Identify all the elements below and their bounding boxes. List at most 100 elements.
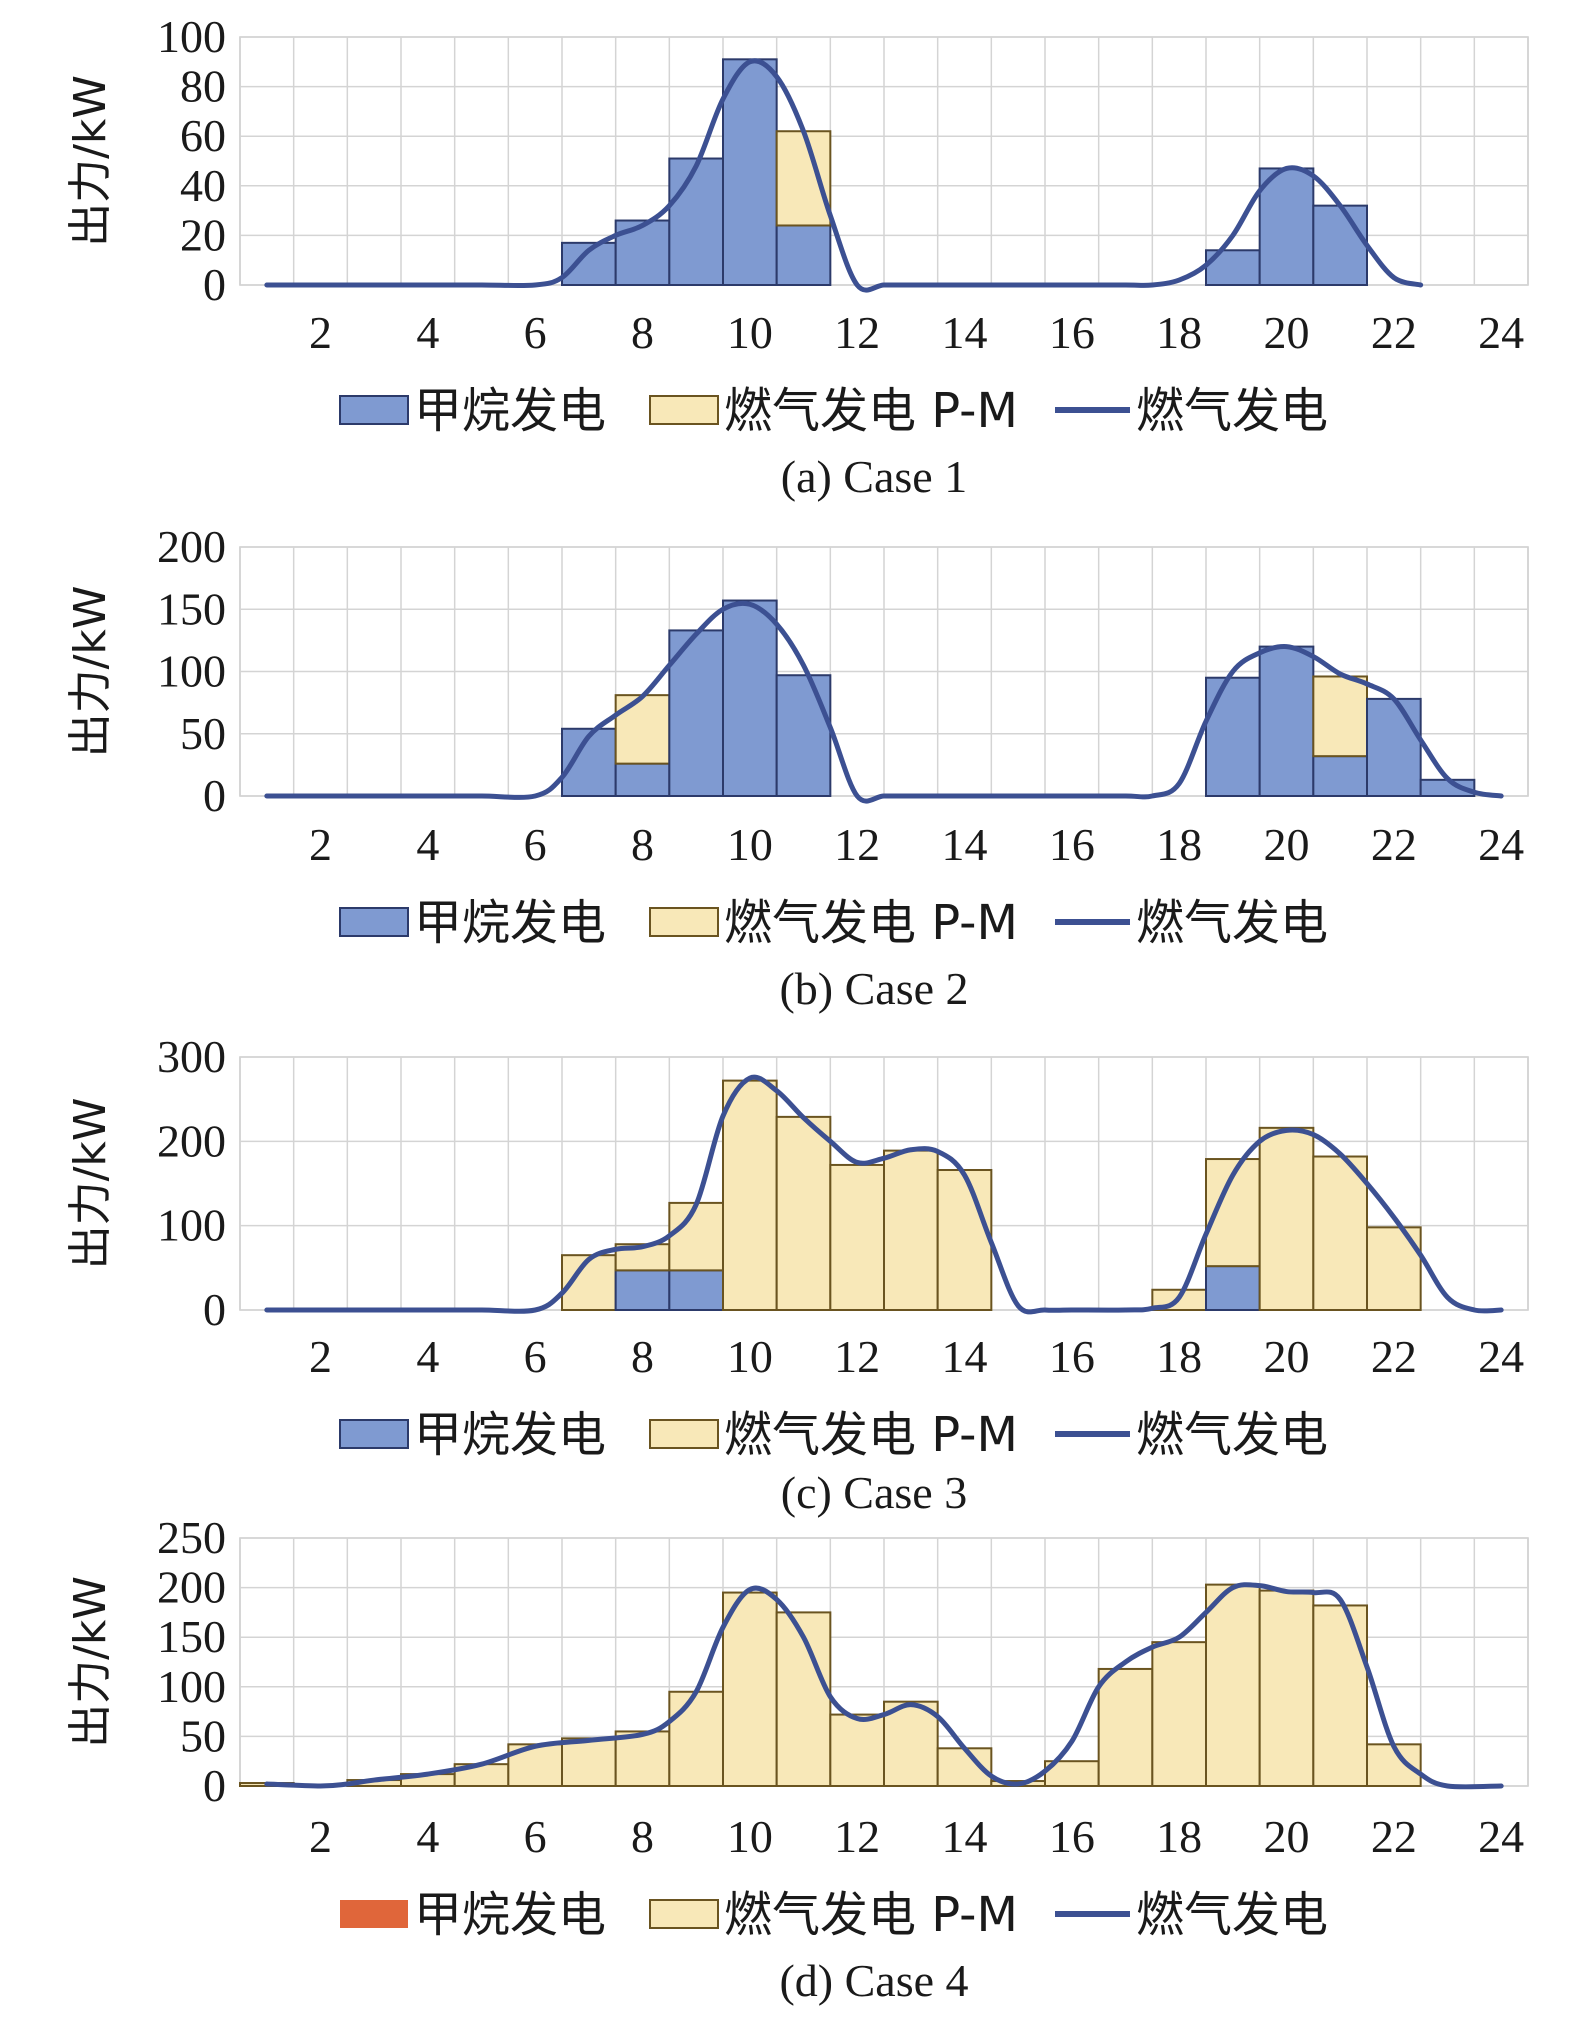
x-tick-label: 16 xyxy=(1049,1811,1095,1862)
y-axis-label: 出力/kW xyxy=(65,1576,116,1748)
x-tick-label: 8 xyxy=(631,1811,654,1862)
y-axis-label: 出力/kW xyxy=(65,75,116,247)
legend-label-gas-pm: 燃气发电 P-M xyxy=(724,1887,1018,1943)
x-tick-label: 24 xyxy=(1478,307,1524,358)
bar-methane xyxy=(1366,697,1422,798)
y-tick-label: 150 xyxy=(157,583,226,634)
bar-gas-pm xyxy=(1312,675,1369,758)
bar-gas-pm xyxy=(775,130,832,227)
legend: 甲烷发电 燃气发电 P-M 燃气发电 xyxy=(339,383,1328,439)
bar-methane xyxy=(775,674,832,797)
y-tick-label: 250 xyxy=(157,1512,226,1563)
x-tick-label: 10 xyxy=(727,1331,773,1382)
legend-label-line: 燃气发电 xyxy=(1136,383,1328,439)
x-tick-label: 6 xyxy=(524,819,547,870)
legend-label-methane: 甲烷发电 xyxy=(414,895,606,951)
x-tick-label: 4 xyxy=(416,1811,439,1862)
x-tick-label: 12 xyxy=(834,1811,880,1862)
bar-gas-pm xyxy=(1097,1667,1154,1787)
y-tick-label: 60 xyxy=(180,110,226,161)
y-tick-label: 100 xyxy=(157,646,226,697)
bar-gas-pm xyxy=(614,1730,671,1787)
legend-swatch-methane xyxy=(339,1419,409,1449)
x-tick-label: 8 xyxy=(631,307,654,358)
y-tick-label: 0 xyxy=(203,1760,226,1811)
bar-methane xyxy=(1312,755,1369,797)
line-gas-generation xyxy=(264,600,1504,804)
x-tick-label: 8 xyxy=(631,819,654,870)
y-tick-label: 50 xyxy=(180,1710,226,1761)
bar-gas-pm xyxy=(829,1163,885,1311)
bar-gas-pm xyxy=(668,1690,724,1788)
bar-gas-pm xyxy=(1258,1126,1315,1311)
bar-methane xyxy=(1258,645,1315,797)
x-tick-label: 22 xyxy=(1371,819,1417,870)
line-gas-generation xyxy=(264,1074,1504,1315)
y-axis-label: 出力/kW xyxy=(65,586,116,758)
bar-methane xyxy=(1205,1265,1261,1311)
x-tick-label: 16 xyxy=(1049,819,1095,870)
legend-swatch-methane xyxy=(339,907,409,937)
legend-label-line: 燃气发电 xyxy=(1136,895,1328,951)
x-tick-label: 14 xyxy=(942,1331,988,1382)
x-tick-label: 8 xyxy=(631,1331,654,1382)
bar-methane xyxy=(668,1269,724,1311)
legend: 甲烷发电 燃气发电 P-M 燃气发电 xyxy=(339,1407,1328,1463)
x-tick-label: 24 xyxy=(1478,819,1524,870)
x-tick-label: 10 xyxy=(727,1811,773,1862)
bar-gas-pm xyxy=(829,1713,885,1788)
x-tick-label: 12 xyxy=(834,307,880,358)
bar-gas-pm xyxy=(722,1079,778,1311)
x-tick-label: 16 xyxy=(1049,307,1095,358)
bar-gas-pm xyxy=(775,1115,832,1312)
x-tick-label: 20 xyxy=(1264,1811,1310,1862)
bar-methane xyxy=(775,224,832,286)
x-tick-label: 12 xyxy=(834,819,880,870)
bar-gas-pm xyxy=(883,1700,939,1788)
y-axis-label: 出力/kW xyxy=(65,1098,116,1270)
legend-label-gas-pm: 燃气发电 P-M xyxy=(724,383,1018,439)
x-tick-label: 14 xyxy=(942,819,988,870)
bar-gas-pm xyxy=(668,1201,724,1272)
x-tick-label: 18 xyxy=(1156,1811,1202,1862)
y-tick-label: 20 xyxy=(180,209,226,260)
legend-swatch-methane xyxy=(339,395,409,425)
line-gas-generation xyxy=(264,58,1424,293)
legend-swatch-gas-pm xyxy=(649,1899,719,1929)
x-tick-label: 6 xyxy=(524,1811,547,1862)
bar-gas-pm xyxy=(936,1169,993,1312)
bar-methane xyxy=(722,599,778,797)
y-tick-label: 200 xyxy=(157,1562,226,1613)
legend-label-methane: 甲烷发电 xyxy=(414,383,606,439)
x-tick-label: 20 xyxy=(1264,307,1310,358)
legend: 甲烷发电 燃气发电 P-M 燃气发电 xyxy=(340,1887,1328,1943)
bar-methane xyxy=(1312,204,1369,286)
legend: 甲烷发电 燃气发电 P-M 燃气发电 xyxy=(339,895,1328,951)
y-tick-label: 40 xyxy=(180,160,226,211)
panel-caption: (b) Case 2 xyxy=(779,963,968,1014)
x-tick-label: 6 xyxy=(524,1331,547,1382)
legend-label-gas-pm: 燃气发电 P-M xyxy=(724,1407,1018,1463)
x-tick-label: 24 xyxy=(1478,1811,1524,1862)
legend-label-methane: 甲烷发电 xyxy=(414,1887,606,1943)
bar-gas-pm xyxy=(561,1737,617,1788)
x-tick-label: 10 xyxy=(727,307,773,358)
y-tick-label: 100 xyxy=(157,1200,226,1251)
bar-gas-pm xyxy=(614,694,671,765)
bar-methane xyxy=(614,1269,671,1311)
x-tick-label: 4 xyxy=(416,819,439,870)
x-tick-label: 20 xyxy=(1264,1331,1310,1382)
y-tick-label: 0 xyxy=(203,770,226,821)
bar-gas-pm xyxy=(1205,1583,1261,1788)
bar-methane xyxy=(1258,167,1315,286)
bar-methane xyxy=(614,762,671,798)
x-tick-label: 22 xyxy=(1371,307,1417,358)
y-tick-label: 0 xyxy=(203,1284,226,1335)
x-tick-label: 16 xyxy=(1049,1331,1095,1382)
chart-panel-3: 01002003002 4 6 8 10 12 14 16 18 20 22 24出力/kW甲烷发电燃… xyxy=(65,1031,1529,1518)
